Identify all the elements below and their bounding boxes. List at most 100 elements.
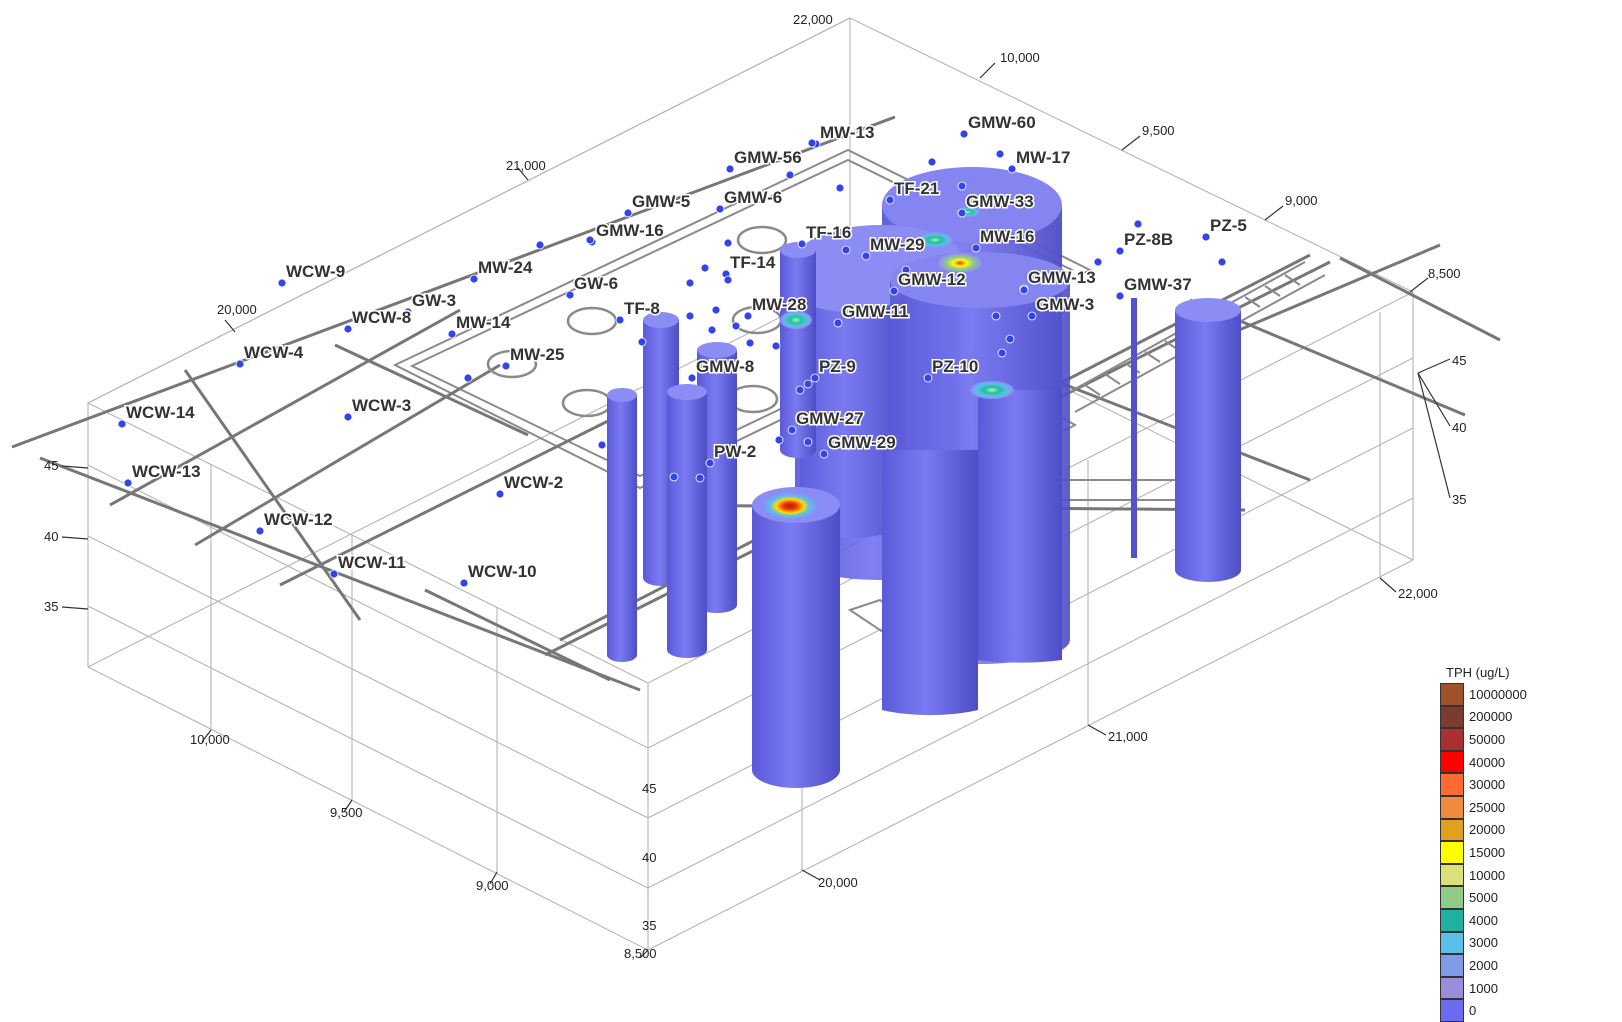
well-label: WCW-8 [352,308,411,327]
well-marker [700,263,710,273]
tick-mark [801,869,821,881]
well-label: WCW-2 [504,473,563,492]
legend-swatch [1440,954,1464,977]
well-marker [715,204,725,214]
legend-label: 50000 [1469,731,1506,747]
plume-cylinder-tf14 [780,250,816,458]
tick-label: 45 [1452,353,1466,368]
well-label: TF-21 [894,179,939,198]
legend-title: TPH (ug/L) [1446,665,1510,680]
well-marker [447,329,457,339]
legend-item: 200000 [1440,705,1580,729]
well-marker [403,307,413,317]
well-label: GW-3 [412,291,456,310]
legend-swatch [1440,886,1464,909]
well-marker [803,437,813,447]
well-marker [885,195,895,205]
well-marker [774,435,784,445]
legend-item: 30000 [1440,773,1580,796]
well-marker [255,526,265,536]
well-label: MW-25 [510,345,564,364]
plume-cylinder-pw2 [752,505,840,788]
legend-label: 10000000 [1469,686,1527,702]
legend-label: 3000 [1469,935,1498,951]
legend-swatch [1440,976,1464,1000]
legend-label: 10000 [1469,867,1506,883]
tph-legend: TPH (ug/L) 10000000 200000 50000 40000 30000… [1440,665,1580,1022]
tick-mark [1417,358,1451,374]
well-marker [957,208,967,218]
plume-cylinder-left1 [607,395,637,662]
well-label: PZ-10 [932,357,978,376]
well-marker [833,318,843,328]
tick-label: 21,000 [1108,729,1148,744]
legend-label: 1000 [1469,980,1498,996]
tick-label: 35 [1452,492,1466,507]
tick-mark [517,167,529,181]
well-marker [117,419,127,429]
well-marker [585,235,595,245]
well-marker [235,359,245,369]
well-marker [685,278,695,288]
well-marker [501,361,511,371]
well-label: GMW-13 [1028,268,1096,287]
well-label: WCW-9 [286,262,345,281]
well-marker [923,373,933,383]
legend-swatch [1440,773,1464,796]
well-label: PZ-5 [1210,216,1247,235]
tick-label: 8,500 [624,946,657,961]
well-label: TF-14 [730,253,776,272]
tick-mark [201,729,212,743]
plume-cylinder-gmw37 [1175,310,1241,582]
well-label: MW-14 [456,313,511,332]
well-marker [723,275,733,285]
well-marker [810,373,820,383]
well-marker [807,138,817,148]
well-marker [901,265,911,275]
well-marker [785,170,795,180]
well-marker [459,578,469,588]
legend-item: 1000 [1440,976,1580,1000]
well-marker [705,458,715,468]
well-marker [723,238,733,248]
tick-label: 9,000 [1285,193,1318,208]
well-marker [1005,334,1015,344]
axis-tick-labels: 20,000 21,000 22,000 10,000 9,500 9,000 8,500 4… [44,12,1466,961]
legend-label: 30000 [1469,777,1506,793]
well-label: GMW-60 [968,113,1036,132]
well-label: GMW-12 [898,270,966,289]
well-label: PZ-8B [1124,230,1173,249]
well-marker [861,251,871,261]
well-marker [731,321,741,331]
well-label: WCW-3 [352,396,411,415]
tick-mark [1417,372,1451,499]
well-label: WCW-12 [264,510,333,529]
well-marker [1201,232,1211,242]
legend-item: 3000 [1440,931,1580,955]
legend-swatch [1440,999,1464,1022]
well-label: MW-28 [752,295,806,314]
well-marker [1019,285,1029,295]
well-label: MW-13 [820,123,874,142]
tick-mark [1121,135,1141,151]
well-label: TF-16 [806,223,851,242]
well-label: GMW-3 [1036,295,1094,314]
tick-label: 9,500 [330,805,363,820]
well-labels: WCW-9 WCW-8 WCW-4 WCW-14 WCW-13 WCW-3 WCW-12 WC… [125,112,1249,583]
hotspot-pw2 [762,492,818,520]
well-label: MW-17 [1016,148,1070,167]
well-marker [787,425,797,435]
tick-label: 9,000 [476,878,509,893]
legend-item: 0 [1440,999,1580,1022]
tick-mark [1087,724,1107,736]
hotspot-pz10 [970,381,1014,399]
well-marker [463,373,473,383]
well-marker [1115,291,1125,301]
tick-mark [979,62,996,79]
well-label: GW-6 [574,274,618,293]
tick-label: 9,500 [1142,123,1175,138]
well-label: WCW-11 [338,553,406,572]
legend-label: 5000 [1469,890,1498,906]
well-label: GMW-5 [632,192,690,211]
